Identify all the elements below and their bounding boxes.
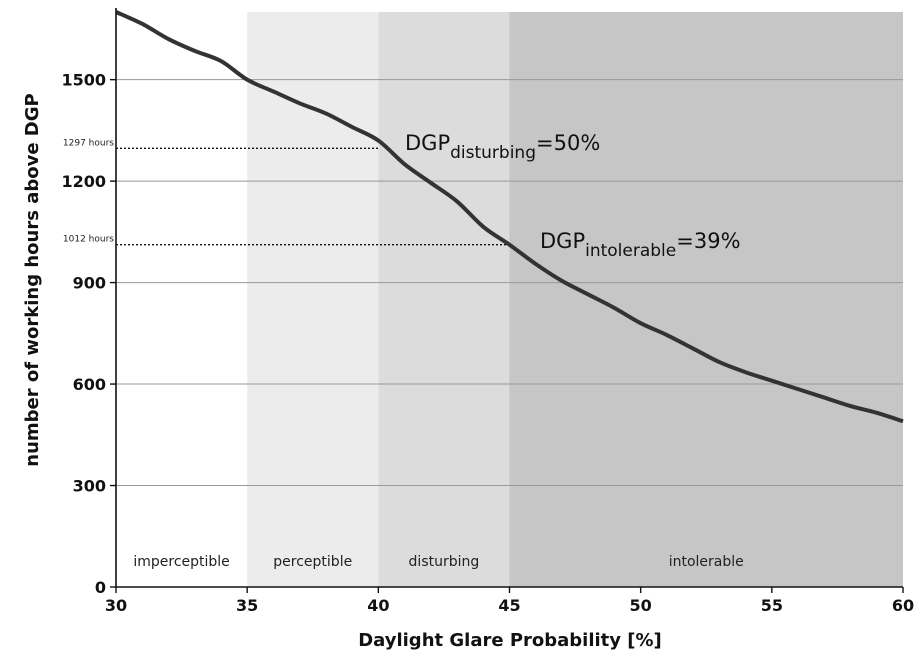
annotation-disturbing-sub: disturbing — [450, 143, 536, 163]
annotation-intolerable-base: DGP — [540, 229, 585, 253]
reference-label-0: 1297 hours — [63, 138, 114, 148]
y-tick-label-900: 900 — [73, 274, 106, 293]
annotation-intolerable-sub: intolerable — [585, 241, 676, 261]
y-tick-label-1500: 1500 — [61, 71, 106, 90]
annotation-intolerable-value: =39% — [676, 229, 740, 253]
annotation-disturbing-value: =50% — [536, 131, 600, 155]
y-tick-label-600: 600 — [73, 375, 106, 394]
y-tick-labels: 0 300 600 900 1200 1500 — [61, 71, 116, 597]
x-tick-label-35: 35 — [236, 596, 258, 615]
annotation-intolerable: DGPintolerable=39% — [540, 229, 741, 261]
x-tick-label-60: 60 — [892, 596, 914, 615]
x-tick-label-50: 50 — [630, 596, 652, 615]
annotation-disturbing-base: DGP — [405, 131, 450, 155]
glare-zones: imperceptible perceptible disturbing intole… — [116, 12, 903, 587]
reference-lines: 1297 hours 1012 hours — [63, 138, 510, 246]
zone-label-imperceptible: imperceptible — [133, 554, 229, 570]
x-axis-title: Daylight Glare Probability [%] — [358, 630, 662, 651]
x-tick-label-30: 30 — [105, 596, 127, 615]
reference-label-1: 1012 hours — [63, 235, 114, 245]
dgp-curve — [115, 10, 904, 424]
x-tick-labels: 30 35 40 45 50 55 60 — [105, 587, 914, 615]
zone-label-disturbing: disturbing — [409, 554, 480, 570]
zone-disturbing — [378, 12, 510, 587]
zone-imperceptible — [116, 12, 248, 587]
x-tick-label-45: 45 — [498, 596, 520, 615]
y-tick-label-1200: 1200 — [61, 172, 106, 191]
x-tick-label-55: 55 — [761, 596, 783, 615]
y-axis-title: number of working hours above DGP — [22, 93, 43, 466]
annotation-disturbing: DGPdisturbing=50% — [405, 131, 600, 163]
x-tick-label-40: 40 — [367, 596, 389, 615]
y-tick-label-0: 0 — [95, 578, 106, 597]
zone-intolerable — [509, 12, 903, 587]
zone-perceptible — [247, 12, 379, 587]
zone-label-perceptible: perceptible — [273, 554, 352, 570]
zone-label-intolerable: intolerable — [669, 554, 744, 570]
y-tick-label-300: 300 — [73, 477, 106, 496]
